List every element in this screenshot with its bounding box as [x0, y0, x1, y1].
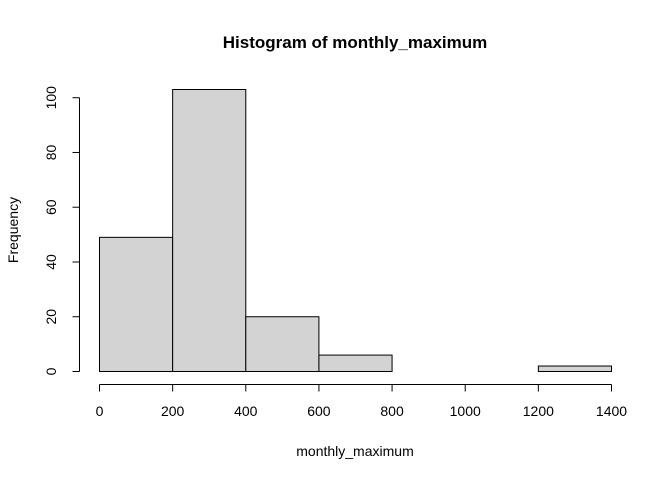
histogram-bar-2 — [245, 316, 320, 372]
x-tick-label-7: 1400 — [596, 403, 627, 419]
histogram-bar-6 — [537, 365, 612, 372]
x-tick-label-6: 1200 — [523, 403, 554, 419]
y-axis-label: Frequency — [5, 197, 21, 263]
x-tick-label-4: 800 — [380, 403, 404, 419]
histogram-bar-1 — [172, 89, 247, 372]
x-tick-label-2: 400 — [234, 403, 258, 419]
x-tick-label-1: 200 — [161, 403, 185, 419]
y-tick-label-3: 60 — [43, 199, 59, 215]
x-tick-label-3: 600 — [307, 403, 331, 419]
y-axis: 0 20 40 60 80 100 — [43, 86, 80, 375]
y-tick-label-0: 0 — [43, 367, 59, 375]
chart-title: Histogram of monthly_maximum — [223, 33, 488, 52]
x-tick-label-0: 0 — [96, 403, 104, 419]
y-tick-label-5: 100 — [43, 86, 59, 110]
bars-group — [99, 89, 612, 372]
y-tick-label-1: 20 — [43, 309, 59, 325]
x-tick-label-5: 1000 — [450, 403, 481, 419]
x-axis-label: monthly_maximum — [296, 443, 413, 459]
y-tick-label-2: 40 — [43, 254, 59, 270]
y-tick-label-4: 80 — [43, 144, 59, 160]
histogram-bar-3 — [318, 354, 393, 372]
histogram-bar-0 — [99, 236, 174, 372]
x-axis: 0 200 400 600 800 1000 1200 1400 — [96, 384, 627, 419]
